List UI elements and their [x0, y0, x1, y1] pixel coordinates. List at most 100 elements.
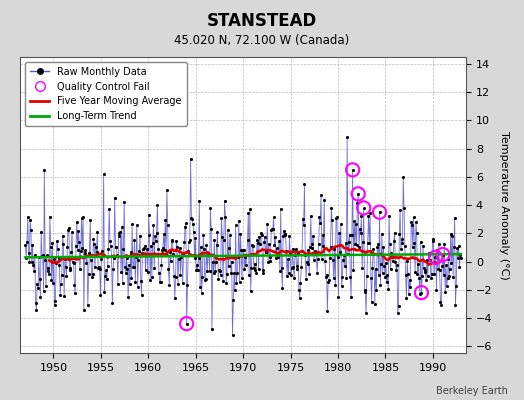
Point — [377, 260, 385, 267]
Point — [42, 252, 51, 258]
Point — [330, 246, 339, 252]
Point — [322, 274, 330, 280]
Point — [347, 294, 355, 301]
Point — [417, 239, 425, 245]
Point — [440, 272, 448, 278]
Point — [282, 247, 290, 254]
Point — [62, 273, 71, 279]
Point — [407, 219, 416, 225]
Point — [308, 240, 316, 247]
Point — [124, 294, 133, 300]
Point — [49, 280, 57, 286]
Point — [191, 235, 200, 241]
Point — [386, 241, 394, 247]
Point — [366, 209, 374, 216]
Point — [114, 281, 122, 288]
Point — [182, 320, 191, 327]
Point — [229, 297, 237, 304]
Point — [385, 212, 393, 219]
Point — [70, 282, 79, 288]
Point — [38, 253, 46, 260]
Point — [417, 290, 425, 296]
Point — [134, 284, 142, 291]
Point — [176, 272, 184, 278]
Point — [205, 268, 214, 274]
Point — [443, 275, 452, 281]
Point — [389, 257, 397, 264]
Point — [36, 294, 45, 300]
Point — [221, 214, 230, 220]
Point — [224, 227, 232, 233]
Point — [352, 220, 360, 227]
Point — [143, 246, 151, 252]
Point — [193, 262, 201, 268]
Point — [389, 238, 398, 244]
Point — [209, 259, 217, 265]
Point — [255, 234, 264, 240]
Point — [87, 257, 95, 263]
Point — [156, 279, 165, 286]
Point — [142, 251, 150, 258]
Point — [414, 261, 422, 267]
Point — [54, 255, 63, 261]
Point — [201, 276, 210, 282]
Point — [187, 215, 195, 221]
Point — [419, 243, 427, 249]
Point — [383, 278, 391, 285]
Point — [83, 253, 91, 260]
Point — [198, 290, 206, 296]
Point — [396, 207, 405, 213]
Point — [270, 242, 279, 249]
Point — [354, 191, 363, 197]
Point — [220, 237, 228, 243]
Point — [80, 307, 88, 313]
Point — [195, 197, 203, 204]
Point — [368, 264, 377, 271]
Point — [374, 241, 382, 247]
Point — [190, 254, 199, 261]
Point — [213, 229, 222, 236]
Point — [395, 231, 403, 238]
Point — [281, 232, 290, 238]
Point — [431, 254, 439, 260]
Point — [369, 246, 377, 252]
Point — [455, 264, 464, 270]
Point — [435, 267, 444, 273]
Point — [232, 222, 240, 228]
Point — [106, 238, 114, 244]
Point — [123, 255, 131, 262]
Point — [248, 241, 256, 248]
Point — [64, 224, 73, 231]
Point — [39, 252, 47, 258]
Point — [437, 302, 445, 308]
Point — [277, 206, 285, 212]
Point — [424, 250, 433, 256]
Point — [272, 255, 280, 262]
Point — [386, 266, 395, 272]
Point — [48, 240, 57, 246]
Point — [254, 240, 262, 246]
Point — [325, 254, 334, 261]
Point — [286, 251, 294, 257]
Point — [279, 232, 287, 239]
Point — [45, 271, 53, 278]
Point — [41, 257, 49, 263]
Point — [265, 241, 273, 247]
Point — [212, 259, 220, 266]
Point — [235, 218, 243, 224]
Point — [319, 232, 327, 238]
Point — [149, 222, 158, 228]
Point — [78, 215, 86, 222]
Point — [156, 279, 164, 285]
Point — [138, 250, 147, 256]
Point — [238, 247, 247, 253]
Point — [358, 265, 366, 272]
Point — [359, 205, 368, 211]
Point — [401, 272, 410, 279]
Point — [208, 326, 216, 332]
Point — [453, 245, 461, 251]
Point — [322, 272, 331, 278]
Point — [276, 268, 284, 275]
Point — [31, 300, 40, 306]
Point — [44, 264, 52, 271]
